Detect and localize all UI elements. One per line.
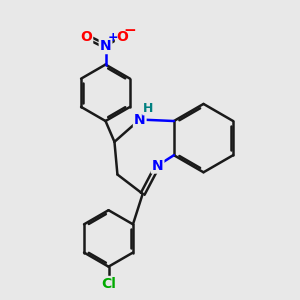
Text: N: N	[100, 39, 111, 53]
Text: Cl: Cl	[101, 277, 116, 291]
Text: −: −	[124, 22, 136, 38]
Text: O: O	[116, 30, 128, 44]
Text: N: N	[152, 159, 164, 172]
Text: H: H	[143, 102, 153, 115]
Text: +: +	[108, 31, 118, 44]
Text: O: O	[80, 30, 92, 44]
Text: N: N	[134, 112, 146, 127]
